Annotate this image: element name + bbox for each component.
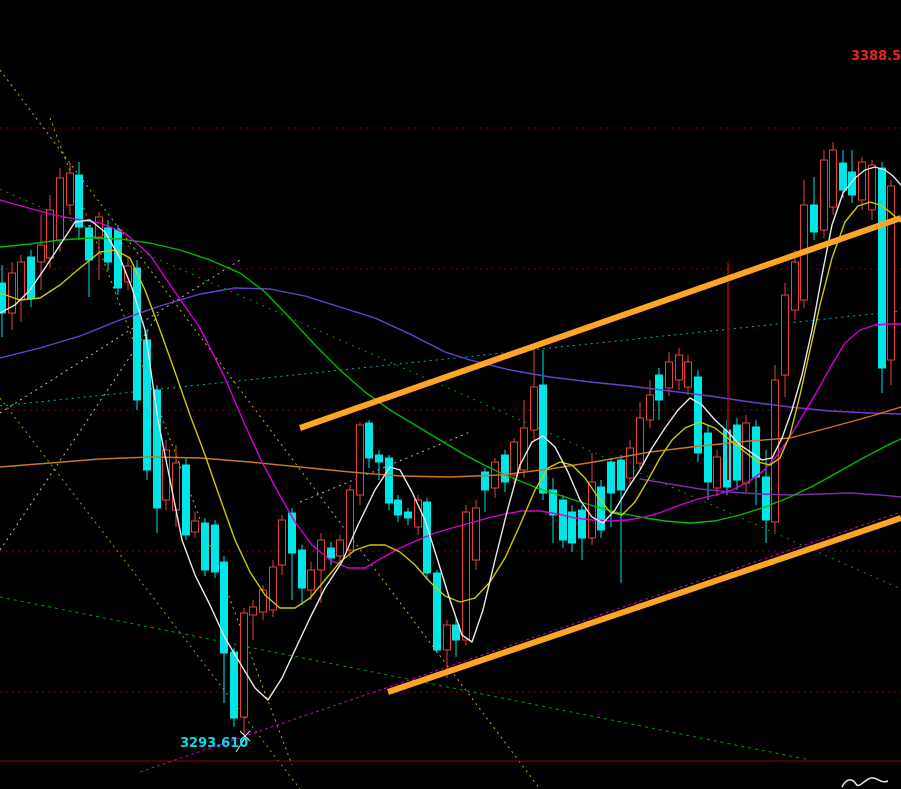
candle-body (887, 185, 895, 361)
ma-orange (0, 406, 901, 478)
candle-body (37, 244, 45, 263)
candle-body (452, 624, 460, 641)
candle-body (394, 499, 402, 516)
candle-body (626, 447, 634, 479)
candle-body (530, 386, 538, 431)
candle-body (75, 174, 83, 228)
candle-body (762, 476, 770, 521)
candle-body (124, 265, 132, 283)
candle-body (220, 561, 228, 654)
candle-body (288, 512, 296, 554)
candle-body (211, 524, 219, 573)
candle-body (259, 589, 267, 613)
candle-body (607, 461, 615, 494)
candle-body (462, 511, 470, 641)
candle-body (510, 441, 518, 476)
candle-body (56, 177, 64, 241)
candle-body (665, 361, 673, 389)
candle-body (404, 511, 412, 519)
candle-body (733, 424, 741, 481)
low-pointer (235, 737, 246, 753)
candle-body (501, 454, 509, 483)
candle-body (346, 489, 354, 551)
candle-body (684, 361, 692, 388)
candle-body (568, 511, 576, 544)
ma-blue-violet (0, 287, 901, 415)
low-x-marker (239, 730, 251, 742)
candle-body (85, 227, 93, 261)
candle-body (781, 294, 789, 376)
candle-body (858, 161, 866, 201)
candle-body (356, 424, 364, 496)
candle-body (578, 509, 586, 539)
candle-body (133, 267, 141, 401)
candle-body (675, 354, 683, 381)
candle-body (443, 624, 451, 651)
candle-body (433, 572, 441, 651)
candle-body (791, 261, 799, 311)
candle-body (182, 464, 190, 536)
candle-body (191, 520, 199, 533)
channel-lower (387, 515, 901, 695)
candle-body (820, 159, 828, 231)
candle-body (704, 432, 712, 483)
trend-magenta-dotted (139, 511, 901, 773)
corner-squiggle (841, 777, 889, 788)
candle-body (810, 204, 818, 233)
candle-body (868, 164, 876, 211)
candle-body (636, 417, 644, 464)
channel-upper (299, 215, 901, 431)
candle-body (655, 374, 663, 401)
ma-purple-slow (639, 478, 901, 498)
trend-green-lower (0, 596, 811, 761)
candle-body (230, 651, 238, 719)
candle-body (17, 261, 25, 301)
candle-body (278, 519, 286, 566)
ma-green (0, 237, 901, 524)
candle-body (878, 167, 886, 369)
candle-body (336, 539, 344, 557)
candle-body (385, 457, 393, 504)
candle-body (694, 376, 702, 454)
candle-body (549, 489, 557, 516)
candle-body (646, 394, 654, 421)
candle-body (520, 427, 528, 471)
candle-body (559, 499, 567, 541)
candle-body (375, 454, 383, 463)
candle-body (0, 282, 6, 314)
candle-body (249, 606, 257, 616)
candle-body (153, 389, 161, 509)
candle-body (481, 471, 489, 491)
candle-body (848, 171, 856, 196)
candle-body (752, 426, 760, 478)
candle-body (201, 522, 209, 571)
candle-body (8, 272, 16, 314)
fan-yellow-steep (49, 117, 293, 766)
candle-body (66, 172, 74, 206)
candle-body (298, 549, 306, 589)
fan-yellow-mid (0, 397, 301, 789)
candle-body (713, 456, 721, 489)
candle-body (307, 569, 315, 591)
ma-yellow (0, 201, 901, 609)
candle-body (172, 462, 180, 511)
candle-body (829, 149, 837, 208)
candle-body (27, 256, 35, 299)
candle-body (472, 507, 480, 561)
candle-body (327, 547, 335, 559)
ma-magenta (0, 199, 901, 569)
candle-body (588, 481, 596, 539)
candle-body (839, 162, 847, 191)
candle-body (365, 422, 373, 459)
candle-body (617, 459, 625, 491)
ma-white (0, 166, 901, 701)
candle-body (46, 209, 54, 259)
candle-body (269, 566, 277, 611)
candle-body (104, 227, 112, 263)
